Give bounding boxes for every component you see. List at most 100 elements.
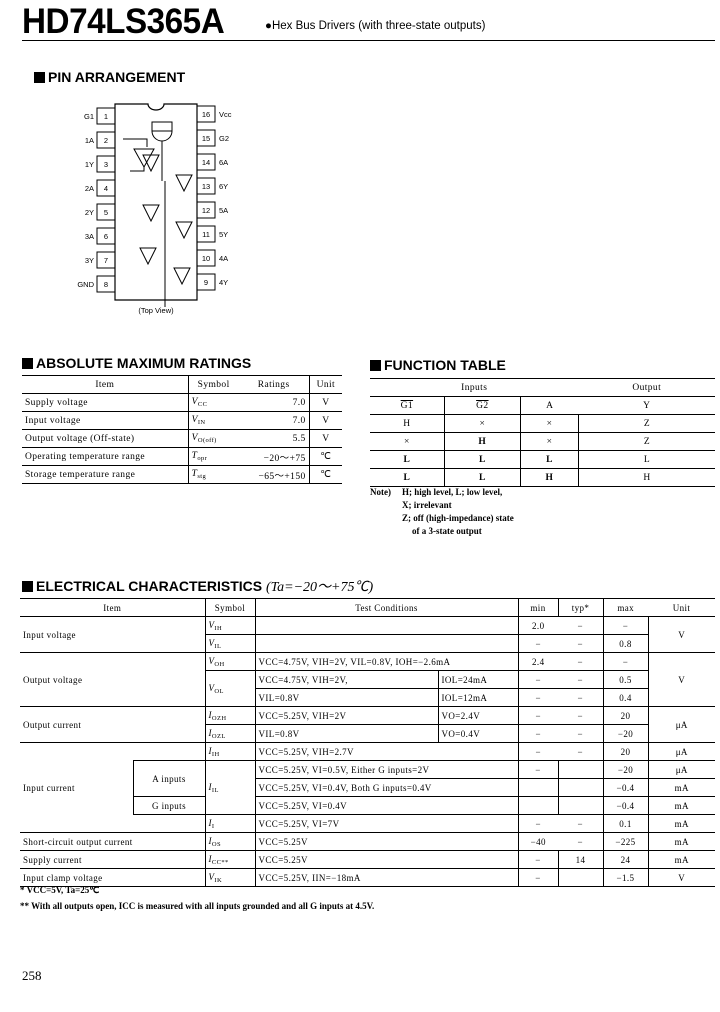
pin-box xyxy=(196,153,216,171)
pin-name: 1A xyxy=(85,136,94,145)
table-row: Supply voltage VCC 7.0 V xyxy=(22,393,342,412)
col-g1: G1 xyxy=(400,400,414,411)
col-unit: Unit xyxy=(308,375,342,394)
col-a: A xyxy=(519,396,579,415)
pin-box xyxy=(96,131,116,149)
abs-max-heading: ABSOLUTE MAXIMUM RATINGS xyxy=(22,355,251,371)
page-number: 258 xyxy=(22,968,42,983)
pin-number: 15 xyxy=(202,134,210,143)
bullet: ● xyxy=(265,20,272,32)
electrical-table: Item Symbol Test Conditions min typ* max… xyxy=(20,598,715,887)
cell: L xyxy=(443,468,521,487)
col-ratings: Ratings xyxy=(238,375,310,394)
pin-box xyxy=(196,129,216,147)
table-row: Storage temperature range Tstg −65～+150 … xyxy=(22,465,342,484)
function-table-note: Note) H; high level, L; low level, X; ir… xyxy=(370,486,514,536)
cell: H xyxy=(443,432,521,451)
table-row: VOL VCC=4.75V, VIH=2V, IOL=24mA − −0.5 xyxy=(20,670,715,707)
internal-gates xyxy=(123,121,193,307)
pin-box xyxy=(96,203,116,221)
pin-box xyxy=(196,201,216,219)
pin-box xyxy=(96,251,116,269)
rating-cell: 7.0 xyxy=(238,411,310,430)
pin-name: Vcc xyxy=(219,110,232,119)
pin-box xyxy=(96,155,116,173)
note-line: Z; off (high-impedance) state xyxy=(402,513,514,523)
pin-box xyxy=(196,105,216,123)
square-bullet-icon xyxy=(22,358,33,369)
square-bullet-icon xyxy=(34,72,45,83)
pin-number: 5 xyxy=(104,208,108,217)
heading-text: PIN ARRANGEMENT xyxy=(48,69,186,85)
pin-name: 5Y xyxy=(219,230,228,239)
item-cell: Operating temperature range xyxy=(22,447,189,466)
ic-package-outline xyxy=(114,103,198,301)
temperature-condition: (Ta=−20～+75℃) xyxy=(265,580,374,595)
top-view-label: (Top View) xyxy=(138,306,174,315)
table-row: H × × Z xyxy=(370,414,715,433)
pin-name: 2A xyxy=(85,184,94,193)
rating-cell: 7.0 xyxy=(238,393,310,412)
sub-item-a-inputs: A inputs xyxy=(132,760,205,797)
item-cell: Supply voltage xyxy=(22,393,189,412)
col-test-conditions: Test Conditions xyxy=(254,598,518,617)
heading-text: ABSOLUTE MAXIMUM RATINGS xyxy=(36,355,252,371)
col-g2: G2 xyxy=(476,400,489,411)
table-row: Output current IOZH VCC=5.25V, VIH=2V VO=2… xyxy=(20,706,715,743)
table-row: IOZL VIL=0.8V VO=0.4V − − −20 xyxy=(20,724,715,743)
col-max: max xyxy=(602,598,648,617)
pin-number: 4 xyxy=(104,184,108,193)
pin-name: G2 xyxy=(219,134,229,143)
pin-box xyxy=(196,225,216,243)
table-header: Item Symbol Test Conditions min typ* max… xyxy=(20,598,715,617)
item-cell: Input clamp voltage xyxy=(20,868,205,887)
pin-box xyxy=(196,249,216,267)
note-line: H; high level, L; low level, xyxy=(402,487,503,497)
pin-name: 3A xyxy=(85,232,94,241)
pin-name: 1Y xyxy=(85,160,94,169)
note-line: X; irrelevant xyxy=(402,500,452,510)
table-header: Item Symbol Ratings Unit xyxy=(22,375,342,394)
item-cell: Supply current xyxy=(20,850,205,869)
item-cell: Input voltage xyxy=(20,616,205,653)
table-row: VCC=5.25V, VI=0.4V, Both G inputs=0.4V −… xyxy=(20,778,715,797)
cell: × xyxy=(370,432,445,451)
pin-number: 13 xyxy=(202,182,210,191)
function-table-heading: FUNCTION TABLE xyxy=(370,357,506,373)
heading-text: FUNCTION TABLE xyxy=(384,357,506,373)
item-cell: Input current xyxy=(20,742,133,833)
description: ●Hex Bus Drivers (with three-state outpu… xyxy=(265,20,485,32)
pin-name: 3Y xyxy=(85,256,94,265)
unit-cell: ℃ xyxy=(308,447,342,466)
table-row: Short-circuit output current IOS VCC=5.25V… xyxy=(20,832,715,851)
pin-box xyxy=(96,227,116,245)
item-cell: Output voltage (Off-state) xyxy=(22,429,189,448)
symbol-cell: Topr xyxy=(187,447,239,466)
item-cell: Output current xyxy=(20,706,205,743)
inputs-group-header: Inputs xyxy=(370,378,579,397)
pin-number: 1 xyxy=(104,112,108,121)
rating-cell: −20～+75 xyxy=(238,447,310,466)
pin-name: 5A xyxy=(219,206,228,215)
rating-cell: 5.5 xyxy=(238,429,310,448)
col-typ: typ* xyxy=(557,598,603,617)
pin-box xyxy=(196,177,216,195)
table-row: VIL=0.8V IOL=12mA − −0.4 xyxy=(20,688,715,707)
symbol-cell: VO(off) xyxy=(187,429,239,448)
symbol-cell: VIN xyxy=(187,411,239,430)
pin-number: 16 xyxy=(202,110,210,119)
pin-diagram: 1 G1 2 1A 3 1Y 4 2A 5 2Y 6 3A 7 3Y 8 GND 16 Vcc 15 G2 14 6A 13… xyxy=(77,103,232,315)
cell: Z xyxy=(577,432,715,451)
table-row: Supply current ICC** VCC=5.25V −14 24 mA xyxy=(20,850,715,869)
table-row: II VCC=5.25V, VI=7V − −0.1 mA xyxy=(20,814,715,833)
table-row: Input voltage VIH 2.0− − V xyxy=(20,616,715,653)
table-row: Input clamp voltage VIK VCC=5.25V, IIN=−18… xyxy=(20,868,715,887)
item-cell: Input voltage xyxy=(22,411,189,430)
pin-number: 8 xyxy=(104,280,108,289)
table-row: Input current IIH VCC=5.25V, VIH=2.7V − −2… xyxy=(20,742,715,833)
part-number-title: HD74LS365A xyxy=(22,2,225,41)
pin-name: G1 xyxy=(84,112,94,121)
item-cell: Short-circuit output current xyxy=(20,832,205,851)
cell: × xyxy=(443,414,521,433)
